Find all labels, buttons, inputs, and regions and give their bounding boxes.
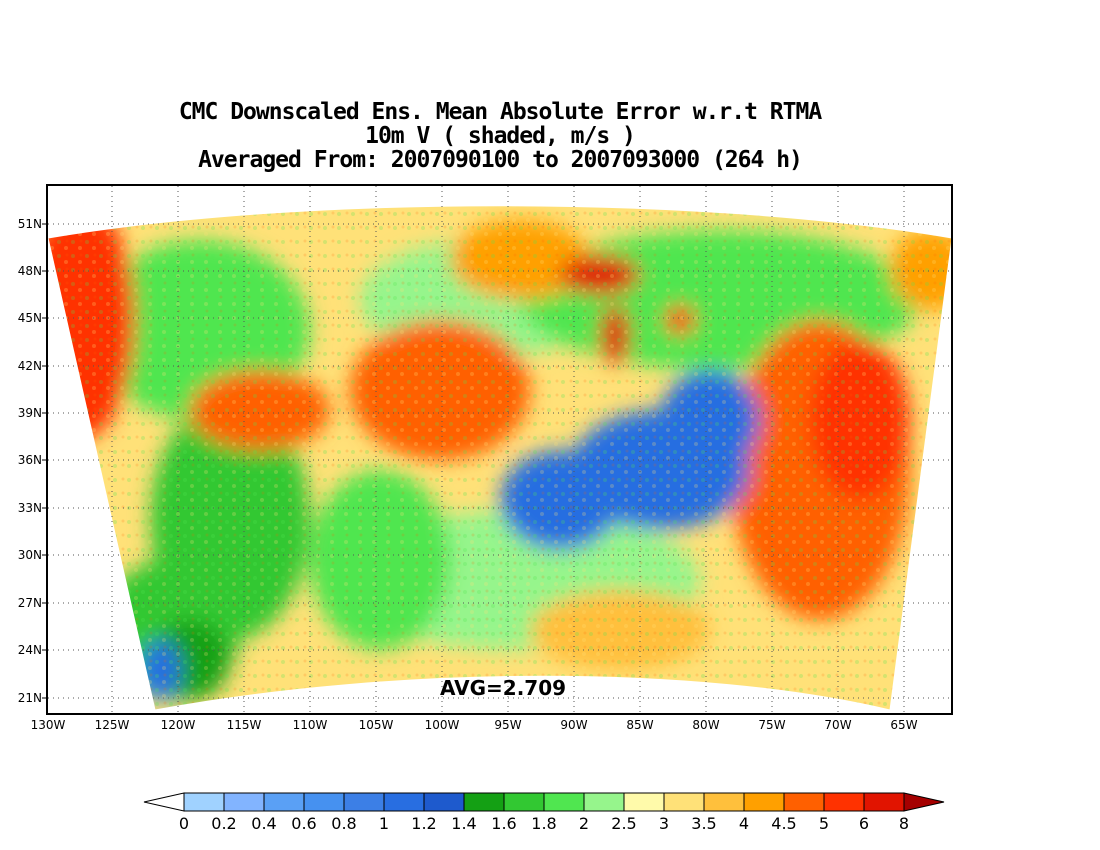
colorbar-label: 0.4 (251, 814, 277, 833)
colorbar-arrow-high (903, 792, 945, 812)
lon-label-115w: 115W (226, 718, 262, 732)
colorbar-label: 8 (898, 814, 910, 833)
colorbar-swatch (423, 792, 465, 812)
lon-label-95w: 95W (494, 718, 522, 732)
colorbar-label: 1 (378, 814, 390, 833)
colorbar-swatch (823, 792, 865, 812)
lon-label-80w: 80W (692, 718, 720, 732)
title-line-3: Averaged From: 2007090100 to 2007093000 … (198, 147, 803, 173)
lat-label-39n: 39N (17, 406, 42, 420)
colorbar-swatch (463, 792, 505, 812)
colorbar-swatch (263, 792, 305, 812)
lat-label-42n: 42N (17, 359, 42, 373)
colorbar-label: 4 (738, 814, 750, 833)
title-block: CMC Downscaled Ens. Mean Absolute Error … (0, 100, 1000, 172)
colorbar-label: 3.5 (691, 814, 717, 833)
colorbar-label: 6 (858, 814, 870, 833)
lon-label-130w: 130W (30, 718, 66, 732)
colorbar-swatch (703, 792, 745, 812)
lon-label-110w: 110W (292, 718, 328, 732)
lat-label-24n: 24N (17, 643, 42, 657)
colorbar-swatch (303, 792, 345, 812)
lat-label-30n: 30N (17, 548, 42, 562)
colorbar-arrow-low (143, 792, 185, 812)
colorbar-label: 3 (658, 814, 670, 833)
colorbar-label: 2.5 (611, 814, 637, 833)
colorbar-label: 0.8 (331, 814, 357, 833)
colorbar-swatch (383, 792, 425, 812)
axis-ticks (42, 223, 47, 699)
colorbar-swatch (663, 792, 705, 812)
colorbar-label: 1.4 (451, 814, 477, 833)
colorbar-swatch (343, 792, 385, 812)
lon-label-85w: 85W (626, 718, 654, 732)
grid-lines (48, 186, 952, 713)
lat-label-45n: 45N (17, 311, 42, 325)
lon-label-100w: 100W (424, 718, 460, 732)
colorbar-swatch (503, 792, 545, 812)
colorbar-swatch (623, 792, 665, 812)
avg-label: AVG=2.709 (440, 676, 567, 700)
colorbar-label: 1.2 (411, 814, 437, 833)
colorbar-label: 0.2 (211, 814, 237, 833)
colorbar-swatch (543, 792, 585, 812)
colorbar-swatch (743, 792, 785, 812)
lon-label-90w: 90W (560, 718, 588, 732)
lon-label-105w: 105W (358, 718, 394, 732)
colorbar-label: 4.5 (771, 814, 797, 833)
lon-label-120w: 120W (160, 718, 196, 732)
colorbar-label: 1.8 (531, 814, 557, 833)
lon-label-70w: 70W (824, 718, 852, 732)
lat-label-51n: 51N (17, 217, 42, 231)
lon-label-65w: 65W (890, 718, 918, 732)
shaded-error-field (48, 205, 952, 710)
colorbar-label: 0 (178, 814, 190, 833)
colorbar-swatch (783, 792, 825, 812)
colorbar-swatch (863, 792, 905, 812)
colorbar-swatch (583, 792, 625, 812)
lat-label-21n: 21N (17, 691, 42, 705)
lat-label-33n: 33N (17, 501, 42, 515)
colorbar-label: 1.6 (491, 814, 517, 833)
lat-label-48n: 48N (17, 264, 42, 278)
title-line-1: CMC Downscaled Ens. Mean Absolute Error … (178, 99, 822, 125)
colorbar-label: 2 (578, 814, 590, 833)
colorbar-swatch (223, 792, 265, 812)
colorbar-swatch (183, 792, 225, 812)
map-border (46, 184, 953, 715)
colorbar-label: 5 (818, 814, 830, 833)
lat-label-36n: 36N (17, 453, 42, 467)
lat-label-27n: 27N (17, 596, 42, 610)
lon-label-75w: 75W (758, 718, 786, 732)
lon-label-125w: 125W (94, 718, 130, 732)
colorbar-label: 0.6 (291, 814, 317, 833)
title-line-2: 10m V ( shaded, m/s ) (365, 123, 636, 149)
